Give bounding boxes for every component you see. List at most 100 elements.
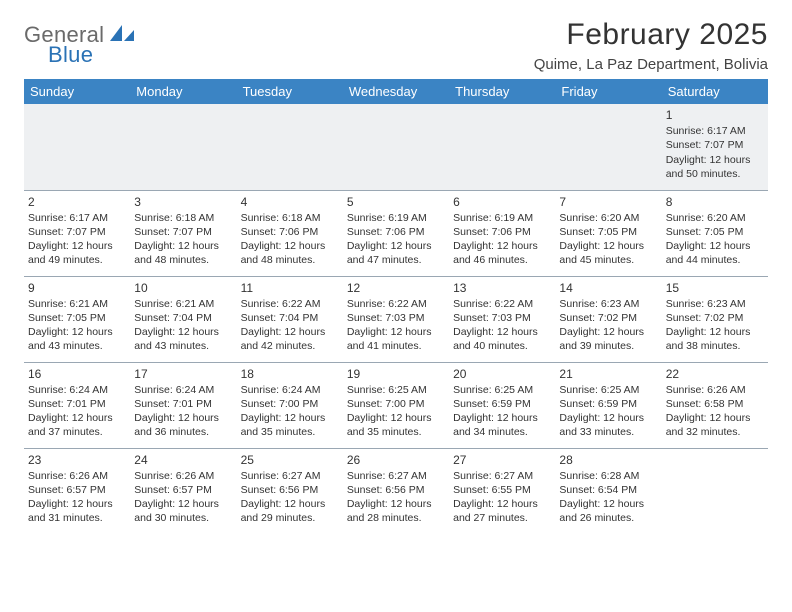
day-sunrise: Sunrise: 6:20 AM xyxy=(559,211,657,225)
day-number: 5 xyxy=(347,194,445,210)
day-daylight2: and 39 minutes. xyxy=(559,339,657,353)
day-daylight2: and 36 minutes. xyxy=(134,425,232,439)
day-daylight1: Daylight: 12 hours xyxy=(241,497,339,511)
calendar-week-row: 23Sunrise: 6:26 AMSunset: 6:57 PMDayligh… xyxy=(24,448,768,534)
calendar-day-cell: 27Sunrise: 6:27 AMSunset: 6:55 PMDayligh… xyxy=(449,448,555,534)
calendar-table: Sunday Monday Tuesday Wednesday Thursday… xyxy=(24,79,768,534)
day-sunrise: Sunrise: 6:24 AM xyxy=(134,383,232,397)
day-daylight1: Daylight: 12 hours xyxy=(559,411,657,425)
day-daylight2: and 49 minutes. xyxy=(28,253,126,267)
day-daylight1: Daylight: 12 hours xyxy=(241,325,339,339)
calendar-week-row: 16Sunrise: 6:24 AMSunset: 7:01 PMDayligh… xyxy=(24,362,768,448)
calendar-day-cell: 14Sunrise: 6:23 AMSunset: 7:02 PMDayligh… xyxy=(555,276,661,362)
day-daylight1: Daylight: 12 hours xyxy=(453,239,551,253)
day-sunset: Sunset: 6:54 PM xyxy=(559,483,657,497)
day-number: 28 xyxy=(559,452,657,468)
day-daylight1: Daylight: 12 hours xyxy=(666,411,764,425)
day-number: 16 xyxy=(28,366,126,382)
day-daylight2: and 46 minutes. xyxy=(453,253,551,267)
day-number: 25 xyxy=(241,452,339,468)
day-sunset: Sunset: 7:00 PM xyxy=(347,397,445,411)
day-sunset: Sunset: 7:04 PM xyxy=(134,311,232,325)
day-number: 13 xyxy=(453,280,551,296)
calendar-day-cell: 2Sunrise: 6:17 AMSunset: 7:07 PMDaylight… xyxy=(24,190,130,276)
day-daylight1: Daylight: 12 hours xyxy=(134,239,232,253)
brand-logo: General Blue xyxy=(24,18,136,48)
day-sunrise: Sunrise: 6:28 AM xyxy=(559,469,657,483)
day-daylight1: Daylight: 12 hours xyxy=(347,239,445,253)
page-header: General Blue February 2025 Quime, La Paz… xyxy=(24,18,768,73)
day-daylight2: and 35 minutes. xyxy=(347,425,445,439)
day-number: 19 xyxy=(347,366,445,382)
calendar-day-cell: 21Sunrise: 6:25 AMSunset: 6:59 PMDayligh… xyxy=(555,362,661,448)
day-daylight1: Daylight: 12 hours xyxy=(241,411,339,425)
day-sunrise: Sunrise: 6:18 AM xyxy=(241,211,339,225)
day-number: 4 xyxy=(241,194,339,210)
day-sunrise: Sunrise: 6:24 AM xyxy=(241,383,339,397)
day-daylight2: and 50 minutes. xyxy=(666,167,764,181)
day-daylight2: and 34 minutes. xyxy=(453,425,551,439)
day-daylight2: and 33 minutes. xyxy=(559,425,657,439)
day-daylight2: and 32 minutes. xyxy=(666,425,764,439)
day-number: 24 xyxy=(134,452,232,468)
day-daylight1: Daylight: 12 hours xyxy=(28,239,126,253)
day-sunrise: Sunrise: 6:25 AM xyxy=(559,383,657,397)
weekday-heading: Tuesday xyxy=(237,79,343,104)
day-daylight1: Daylight: 12 hours xyxy=(347,497,445,511)
weekday-heading: Monday xyxy=(130,79,236,104)
day-sunrise: Sunrise: 6:25 AM xyxy=(453,383,551,397)
day-sunrise: Sunrise: 6:22 AM xyxy=(453,297,551,311)
day-daylight2: and 35 minutes. xyxy=(241,425,339,439)
day-daylight2: and 42 minutes. xyxy=(241,339,339,353)
day-sunset: Sunset: 6:56 PM xyxy=(347,483,445,497)
day-number: 17 xyxy=(134,366,232,382)
day-sunset: Sunset: 7:03 PM xyxy=(453,311,551,325)
day-sunset: Sunset: 7:07 PM xyxy=(666,138,764,152)
day-daylight1: Daylight: 12 hours xyxy=(666,153,764,167)
day-daylight1: Daylight: 12 hours xyxy=(453,325,551,339)
calendar-day-cell xyxy=(130,104,236,190)
day-sunrise: Sunrise: 6:27 AM xyxy=(453,469,551,483)
brand-sail-icon xyxy=(110,23,136,48)
day-number: 2 xyxy=(28,194,126,210)
day-daylight1: Daylight: 12 hours xyxy=(559,325,657,339)
day-daylight2: and 38 minutes. xyxy=(666,339,764,353)
calendar-day-cell: 23Sunrise: 6:26 AMSunset: 6:57 PMDayligh… xyxy=(24,448,130,534)
day-sunset: Sunset: 6:56 PM xyxy=(241,483,339,497)
day-number: 23 xyxy=(28,452,126,468)
day-number: 22 xyxy=(666,366,764,382)
day-number: 14 xyxy=(559,280,657,296)
day-sunrise: Sunrise: 6:22 AM xyxy=(347,297,445,311)
day-daylight2: and 30 minutes. xyxy=(134,511,232,525)
day-sunset: Sunset: 7:02 PM xyxy=(666,311,764,325)
day-daylight1: Daylight: 12 hours xyxy=(559,239,657,253)
calendar-day-cell: 11Sunrise: 6:22 AMSunset: 7:04 PMDayligh… xyxy=(237,276,343,362)
day-daylight1: Daylight: 12 hours xyxy=(28,497,126,511)
calendar-day-cell: 25Sunrise: 6:27 AMSunset: 6:56 PMDayligh… xyxy=(237,448,343,534)
day-number: 20 xyxy=(453,366,551,382)
calendar-day-cell: 4Sunrise: 6:18 AMSunset: 7:06 PMDaylight… xyxy=(237,190,343,276)
day-number: 15 xyxy=(666,280,764,296)
calendar-week-row: 9Sunrise: 6:21 AMSunset: 7:05 PMDaylight… xyxy=(24,276,768,362)
day-sunset: Sunset: 7:06 PM xyxy=(241,225,339,239)
title-block: February 2025 Quime, La Paz Department, … xyxy=(534,18,768,73)
day-sunset: Sunset: 7:06 PM xyxy=(453,225,551,239)
day-sunrise: Sunrise: 6:27 AM xyxy=(241,469,339,483)
weekday-heading: Thursday xyxy=(449,79,555,104)
day-number: 27 xyxy=(453,452,551,468)
day-sunrise: Sunrise: 6:26 AM xyxy=(134,469,232,483)
day-sunrise: Sunrise: 6:26 AM xyxy=(28,469,126,483)
calendar-day-cell: 19Sunrise: 6:25 AMSunset: 7:00 PMDayligh… xyxy=(343,362,449,448)
day-daylight2: and 47 minutes. xyxy=(347,253,445,267)
calendar-day-cell: 6Sunrise: 6:19 AMSunset: 7:06 PMDaylight… xyxy=(449,190,555,276)
day-number: 9 xyxy=(28,280,126,296)
weekday-heading: Wednesday xyxy=(343,79,449,104)
day-daylight1: Daylight: 12 hours xyxy=(134,325,232,339)
day-daylight1: Daylight: 12 hours xyxy=(28,411,126,425)
day-daylight1: Daylight: 12 hours xyxy=(666,239,764,253)
day-sunset: Sunset: 7:07 PM xyxy=(28,225,126,239)
weekday-heading: Sunday xyxy=(24,79,130,104)
calendar-day-cell xyxy=(662,448,768,534)
day-daylight1: Daylight: 12 hours xyxy=(347,325,445,339)
day-sunset: Sunset: 7:05 PM xyxy=(666,225,764,239)
